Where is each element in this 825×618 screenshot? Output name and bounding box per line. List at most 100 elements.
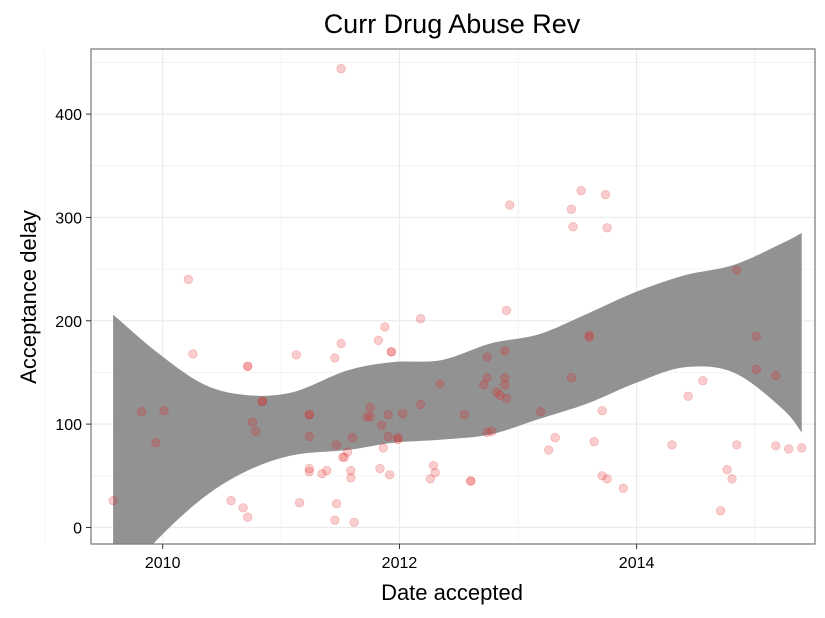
scatter-point (544, 445, 554, 455)
scatter-point (332, 499, 342, 509)
y-tick-label: 0 (73, 520, 82, 537)
scatter-point (386, 347, 397, 357)
scatter-point (362, 412, 372, 422)
scatter-point (183, 274, 193, 285)
scatter-point (336, 63, 346, 74)
scatter-point (501, 305, 512, 316)
scatter-point (346, 473, 356, 483)
scatter-point (304, 431, 314, 442)
scatter-point (247, 417, 258, 427)
scatter-point (373, 335, 384, 346)
x-tick-label: 2012 (382, 555, 418, 572)
scatter-point (435, 379, 445, 389)
scatter-point (159, 406, 169, 416)
scatter-point (771, 441, 781, 451)
scatter-point (482, 427, 492, 438)
data-points (108, 63, 807, 527)
scatter-point (322, 466, 332, 476)
scatter-point (347, 433, 358, 443)
scatter-point (771, 371, 781, 381)
scatter-point (226, 496, 236, 506)
scatter-point (243, 512, 253, 522)
scatter-point (500, 380, 510, 390)
y-axis-label: Acceptance delay (16, 210, 41, 384)
scatter-point (291, 350, 301, 360)
x-tick-label: 2014 (619, 555, 655, 572)
chart-title: Curr Drug Abuse Rev (324, 9, 581, 39)
scatter-point (257, 396, 267, 407)
scatter-point (304, 464, 314, 474)
scatter-point (330, 353, 340, 363)
scatter-point (751, 331, 761, 341)
y-tick-label: 200 (55, 314, 82, 331)
panel-border (90, 48, 816, 545)
scatter-point (251, 426, 261, 437)
scatter-point (375, 464, 385, 474)
scatter-point (416, 399, 426, 410)
scatter-point (295, 498, 305, 508)
scatter-point (500, 373, 510, 383)
scatter-point (108, 496, 118, 506)
scatter-point (500, 346, 510, 356)
y-axis: 0 100 200 300 400 (55, 107, 91, 537)
scatter-point (386, 347, 397, 357)
scatter-point (243, 361, 253, 371)
scatter-point (365, 412, 375, 422)
scatter-point (317, 469, 327, 479)
scatter-point (732, 440, 742, 450)
scatter-point (304, 467, 314, 477)
scatter-point (343, 447, 353, 457)
scatter-point (393, 435, 403, 445)
scatter-point (238, 503, 248, 513)
scatter-point (304, 410, 314, 420)
scatter-point (378, 443, 388, 453)
confidence-band (113, 232, 802, 544)
scatter-point (137, 407, 147, 417)
scatter-point (751, 364, 761, 375)
scatter-point (715, 506, 726, 516)
scatter-point (505, 200, 515, 210)
scatter-point (550, 433, 560, 443)
scatter-point (698, 376, 708, 386)
scatter-point (597, 471, 607, 481)
scatter-point (732, 265, 742, 275)
scatter-point (479, 380, 489, 390)
scatter-point (482, 352, 492, 362)
scatter-point (466, 476, 476, 486)
scatter-point (584, 332, 594, 342)
scatter-point (257, 396, 267, 407)
scatter-point (151, 438, 161, 448)
y-tick-label: 300 (55, 210, 82, 227)
scatter-point (339, 452, 349, 462)
scatter-point (727, 474, 737, 484)
x-axis: 2010 2012 2014 (145, 544, 655, 572)
scatter-point (393, 433, 403, 443)
scatter-point (566, 204, 577, 214)
scatter-point (416, 314, 426, 324)
scatter-point (377, 420, 387, 430)
y-tick-label: 400 (55, 107, 82, 124)
scatter-point (600, 190, 611, 200)
scatter-point (618, 483, 628, 493)
scatter-point (584, 330, 594, 340)
scatter-point (492, 387, 502, 397)
scatter-point (667, 440, 677, 450)
scatter-point (482, 373, 492, 383)
scatter-point (501, 393, 512, 403)
scatter-point (602, 223, 612, 233)
x-axis-label: Date accepted (381, 580, 523, 605)
scatter-point (487, 426, 497, 437)
scatter-point (425, 474, 435, 484)
y-tick-label: 100 (55, 417, 82, 434)
scatter-point (383, 410, 393, 420)
scatter-point (338, 452, 348, 462)
scatter-point (428, 460, 439, 471)
x-tick-label: 2010 (145, 555, 181, 572)
scatter-point (466, 476, 476, 486)
scatter-point (589, 437, 599, 447)
scatter-point (243, 361, 253, 371)
scatter-point (576, 186, 586, 196)
scatter-point (459, 410, 470, 420)
scatter-point (336, 338, 346, 349)
